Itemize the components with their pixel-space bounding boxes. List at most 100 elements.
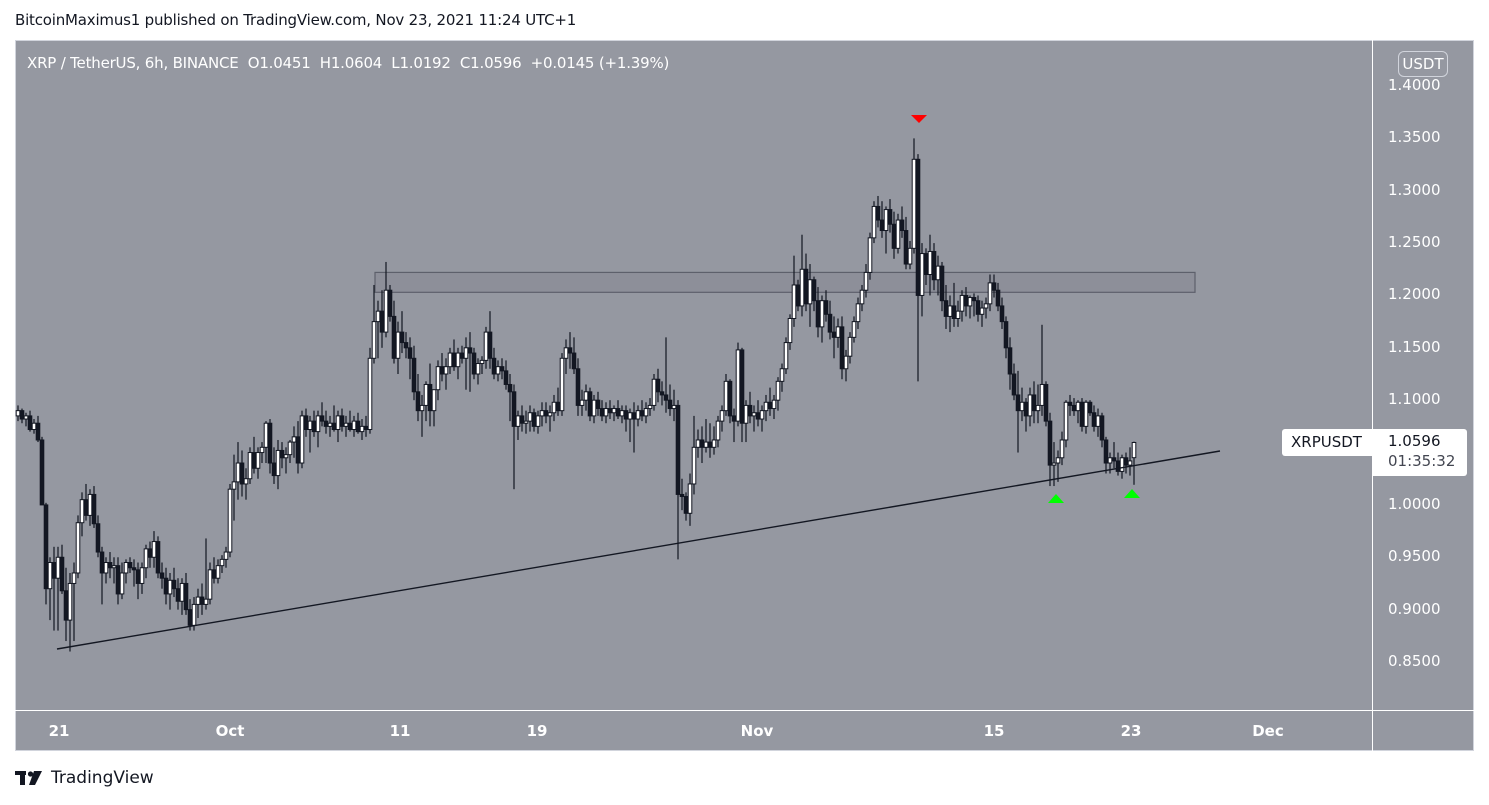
candle xyxy=(95,515,101,558)
candle xyxy=(343,415,349,437)
candle xyxy=(195,588,201,619)
candle xyxy=(939,261,945,312)
time-tick: 19 xyxy=(526,722,548,740)
candle xyxy=(823,290,829,322)
candle xyxy=(635,405,641,427)
candle xyxy=(507,374,513,422)
ohlc-open-value: 1.0451 xyxy=(259,54,311,72)
candle xyxy=(51,546,57,631)
candle xyxy=(967,295,973,319)
candle xyxy=(139,562,145,594)
candle xyxy=(347,410,353,432)
candle xyxy=(1023,398,1029,432)
candle xyxy=(711,426,717,455)
tradingview-footer[interactable]: TradingView xyxy=(15,768,154,788)
candle xyxy=(283,447,289,474)
candle xyxy=(151,531,157,568)
ohlc-low-value: 1.0192 xyxy=(399,54,451,72)
candles xyxy=(15,138,1137,652)
candle xyxy=(1063,400,1069,448)
time-tick: 23 xyxy=(1120,722,1142,740)
red-down-triangle-icon xyxy=(911,115,927,123)
candle xyxy=(115,557,121,605)
resistance-zone[interactable] xyxy=(374,271,1196,293)
tradingview-logo-icon xyxy=(15,771,42,785)
candle xyxy=(431,389,437,427)
candle xyxy=(299,410,305,469)
candle xyxy=(959,290,965,322)
candle xyxy=(1043,381,1049,427)
candle xyxy=(147,541,153,568)
currency-badge[interactable]: USDT xyxy=(1398,51,1448,77)
candle xyxy=(467,332,473,392)
candle xyxy=(439,353,445,382)
candle xyxy=(871,201,877,244)
price-tick: 1.2000 xyxy=(1388,285,1441,304)
candle xyxy=(323,410,329,434)
candle xyxy=(863,264,869,298)
candle xyxy=(511,384,517,490)
time-tick: 11 xyxy=(389,722,411,740)
candle xyxy=(551,394,557,422)
candle xyxy=(895,213,901,254)
candle xyxy=(1031,381,1037,424)
candle xyxy=(403,332,409,359)
candle xyxy=(779,363,785,392)
candle xyxy=(275,439,281,490)
candle xyxy=(667,384,673,416)
candle xyxy=(991,274,997,298)
candle xyxy=(331,405,337,432)
candle xyxy=(703,419,709,453)
candle xyxy=(999,297,1005,329)
candle xyxy=(1055,450,1061,482)
candle xyxy=(131,559,137,587)
candle xyxy=(887,199,893,233)
symbol-legend[interactable]: XRP / TetherUS, 6h, BINANCE O1.0451 H1.0… xyxy=(27,54,669,72)
candle xyxy=(251,436,257,474)
candle xyxy=(87,489,93,526)
candle xyxy=(815,287,821,338)
candle xyxy=(311,410,317,437)
chart-pane[interactable] xyxy=(15,40,1474,751)
candle xyxy=(1127,447,1133,476)
price-tick: 1.4000 xyxy=(1388,76,1441,94)
candle xyxy=(103,557,109,584)
candle xyxy=(415,374,421,422)
ohlc-close-label: C xyxy=(459,54,471,72)
candle xyxy=(555,387,561,416)
green-up-triangle-icon xyxy=(1124,489,1140,498)
candle xyxy=(355,412,361,434)
candle xyxy=(883,206,889,254)
candle xyxy=(339,408,345,432)
candle xyxy=(579,389,585,416)
symbol-title[interactable]: XRP / TetherUS, 6h, BINANCE xyxy=(27,54,239,72)
candle xyxy=(227,483,233,558)
candle xyxy=(303,408,309,437)
candle xyxy=(1015,370,1021,453)
candle xyxy=(759,405,765,432)
candle xyxy=(655,368,661,403)
ascending-trendline[interactable] xyxy=(56,450,1221,650)
candle xyxy=(335,410,341,443)
candle xyxy=(915,154,921,382)
ohlc-high-value: 1.0604 xyxy=(330,54,383,72)
candle xyxy=(1115,452,1121,476)
candle xyxy=(975,295,981,322)
candle xyxy=(75,515,81,579)
candle xyxy=(663,337,669,413)
candle xyxy=(1019,387,1025,422)
triangle-markers xyxy=(911,115,1140,503)
candle xyxy=(427,363,433,427)
candle xyxy=(387,284,393,322)
resistance-rect[interactable] xyxy=(374,271,1196,293)
candle xyxy=(247,447,253,484)
candle xyxy=(163,567,169,605)
price-tick: 1.3000 xyxy=(1388,180,1441,199)
candle xyxy=(483,326,489,369)
candle xyxy=(683,492,689,521)
candle xyxy=(239,450,245,497)
candle xyxy=(1079,398,1085,432)
support-trendline[interactable] xyxy=(56,450,1221,650)
ohlc-change: +0.0145 (+1.39%) xyxy=(530,54,670,72)
